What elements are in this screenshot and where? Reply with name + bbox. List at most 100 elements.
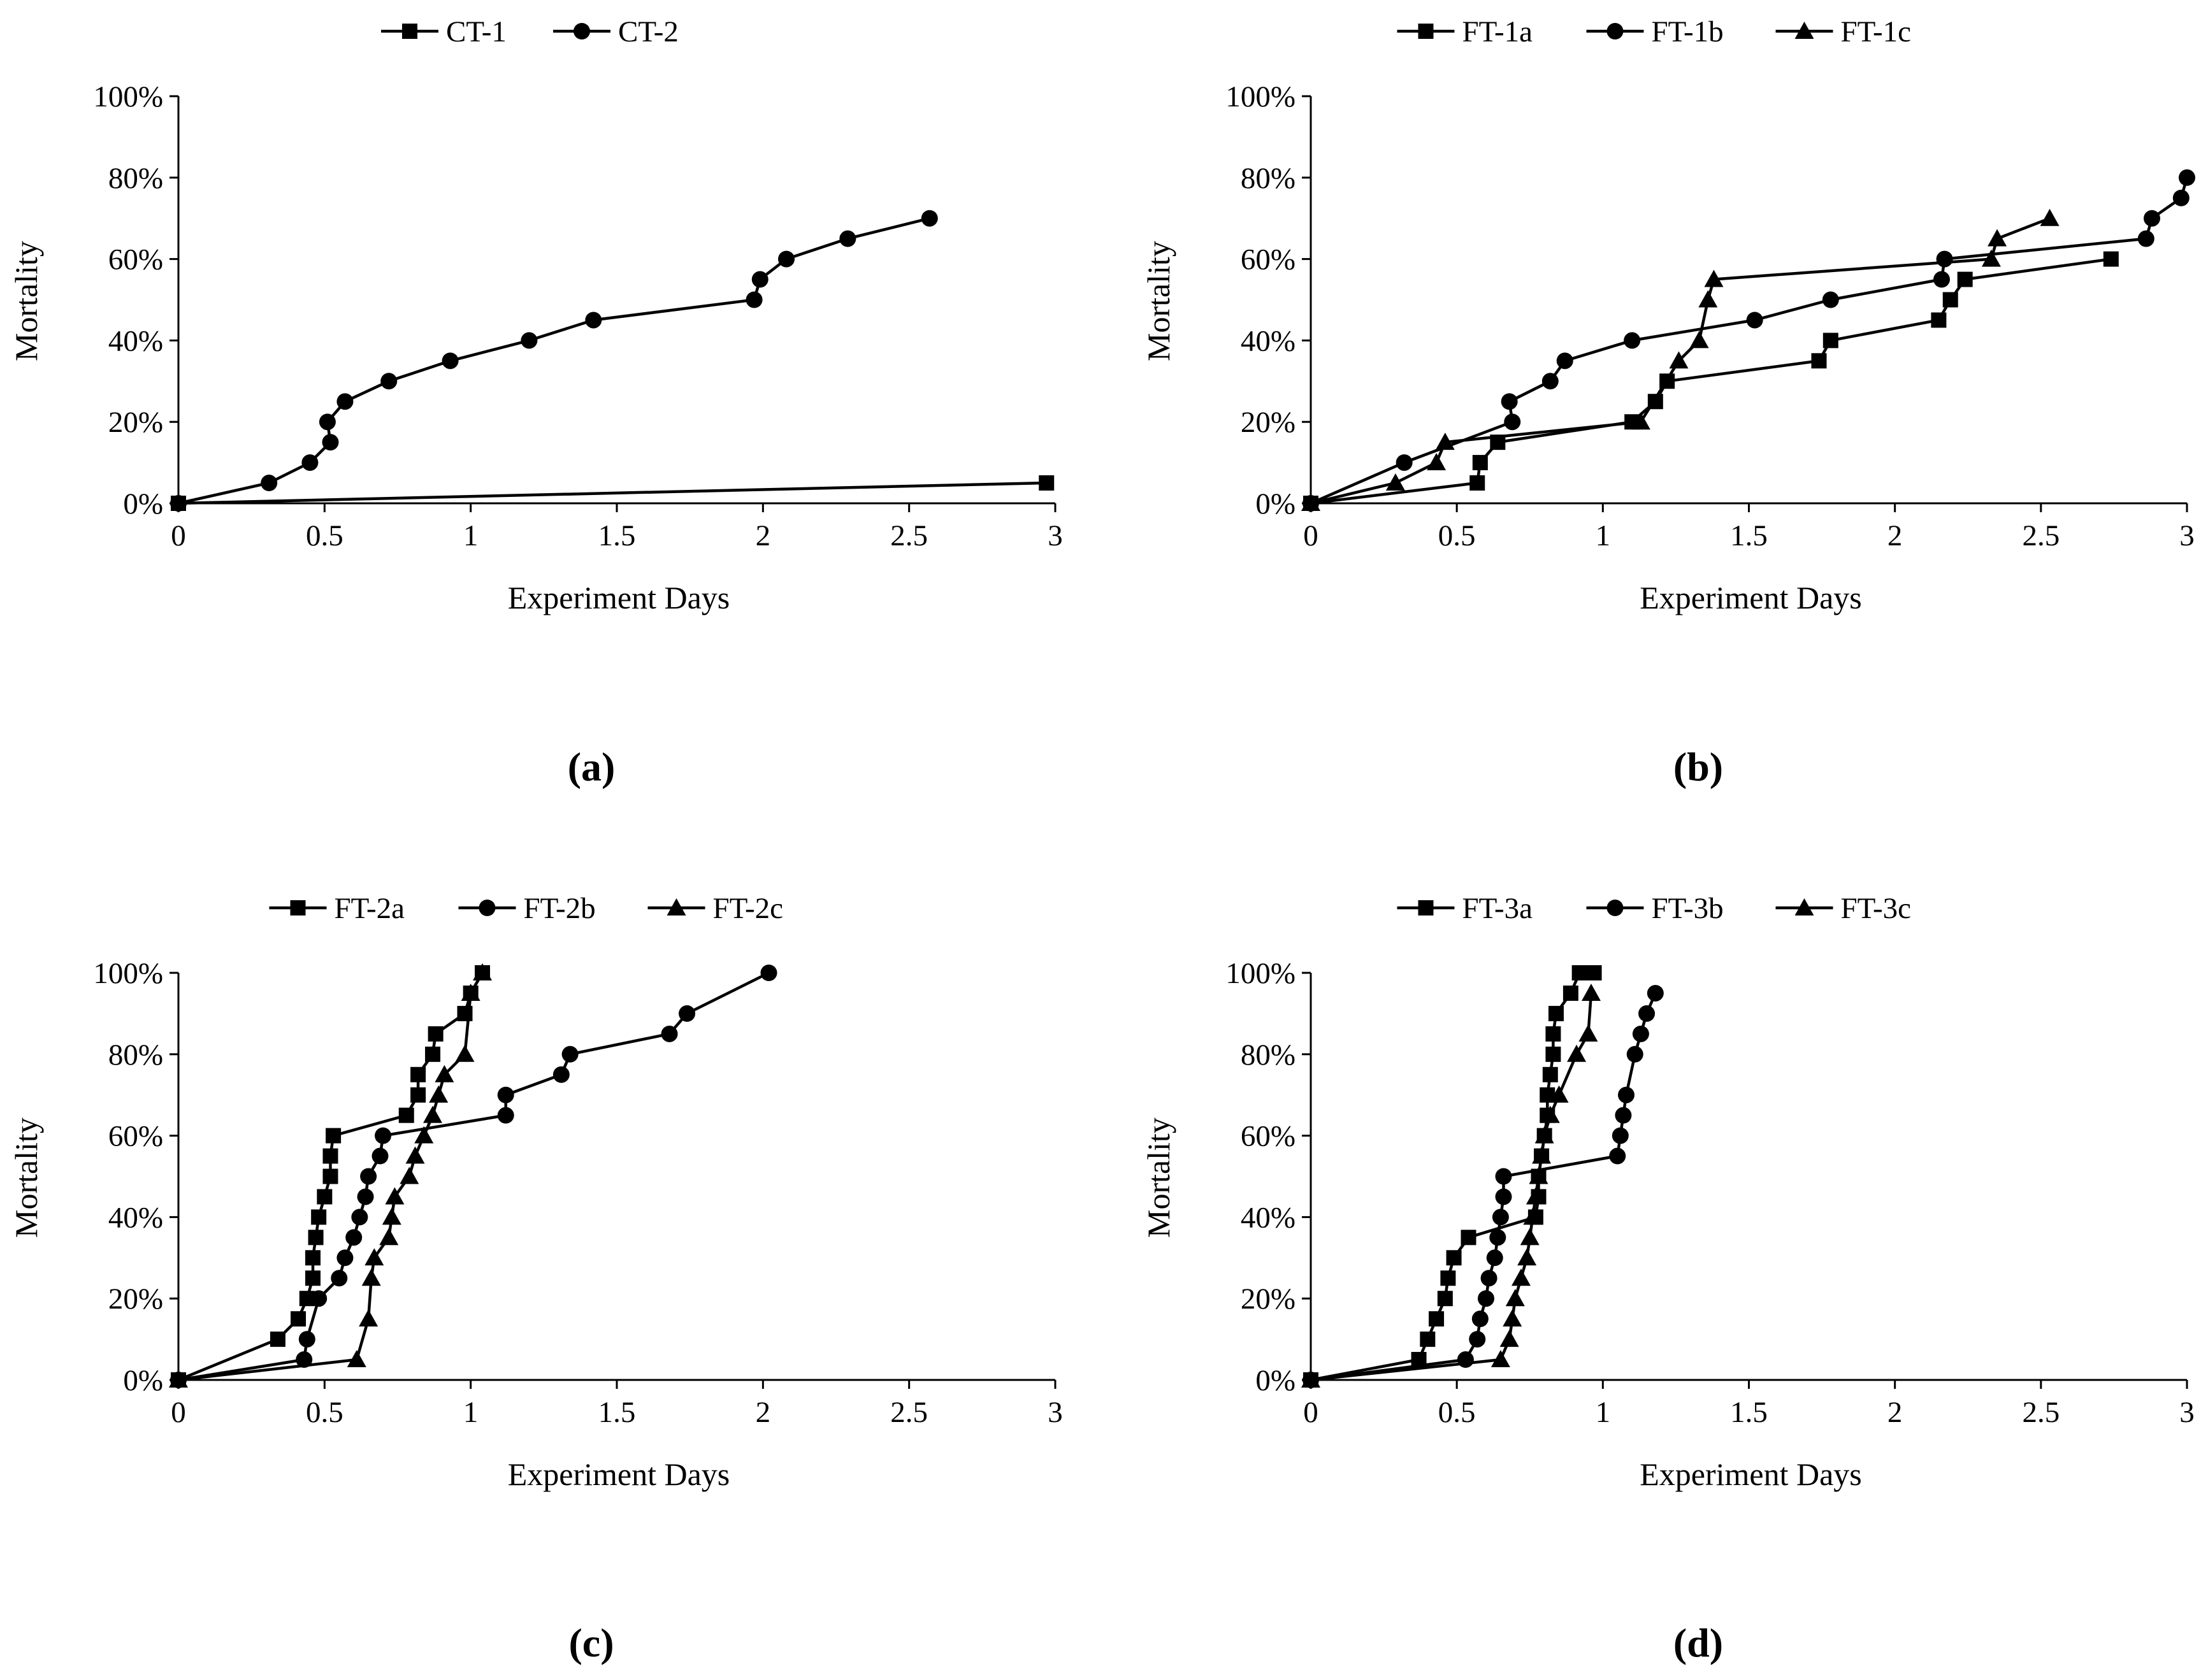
data-point (380, 373, 398, 390)
data-point (1503, 1309, 1522, 1327)
legend-item: FT-1a (1397, 15, 1533, 48)
x-axis-title: Experiment Days (508, 580, 730, 615)
data-point (1486, 1249, 1503, 1267)
legend-label: CT-1 (446, 15, 507, 48)
data-point (1567, 1044, 1587, 1062)
data-point (414, 1126, 434, 1144)
x-tick-label: 1.5 (1730, 1396, 1768, 1429)
data-point (361, 1268, 381, 1286)
data-point (347, 1350, 366, 1368)
data-point (1957, 271, 1973, 287)
data-point (1582, 983, 1601, 1001)
data-point (2144, 210, 2160, 227)
data-point (760, 965, 777, 981)
x-tick-label: 1 (463, 1396, 479, 1429)
data-point (1632, 1025, 1649, 1042)
data-point (382, 1207, 401, 1225)
data-point (561, 1045, 579, 1063)
data-point (364, 1248, 384, 1266)
series-ft-2c (169, 963, 493, 1388)
legend-label: FT-3b (1652, 892, 1724, 925)
y-tick-label: 0% (1255, 487, 1295, 521)
data-point (322, 1168, 338, 1184)
panel-caption: (c) (568, 1620, 614, 1665)
y-tick-label: 80% (108, 1038, 163, 1072)
data-point (1981, 249, 2001, 267)
data-point (751, 271, 768, 288)
data-point (326, 1128, 342, 1144)
y-tick-label: 20% (108, 406, 163, 439)
data-point (778, 250, 795, 268)
data-point (1586, 965, 1602, 980)
data-point (1609, 1147, 1626, 1165)
data-point (497, 1107, 514, 1124)
legend: FT-1a FT-1b FT-1c (1397, 15, 1912, 48)
x-tick-label: 3 (2179, 1396, 2195, 1429)
data-point (521, 332, 538, 349)
legend-item: FT-3c (1775, 892, 1911, 925)
y-tick-label: 20% (108, 1282, 163, 1316)
data-point (298, 1331, 315, 1348)
panel-d: 0% 20% 40% 60% 80% 100% 0 0.5 1 1.5 2 2.5 3 Experimen… (1141, 892, 2195, 1665)
data-point (1542, 1066, 1558, 1082)
series-ct-1 (171, 475, 1055, 511)
data-point (461, 983, 480, 1001)
legend-marker (290, 900, 306, 915)
data-point (1472, 455, 1488, 471)
data-point (359, 1309, 379, 1327)
y-tick-label: 40% (1241, 1201, 1295, 1234)
data-point (2103, 251, 2119, 267)
data-point (357, 1188, 374, 1205)
data-point (1520, 1228, 1540, 1246)
data-point (331, 1270, 348, 1287)
data-point (1385, 473, 1405, 491)
x-tick-label: 3 (2179, 519, 2195, 552)
data-point (322, 434, 339, 451)
x-axis-title: Experiment Days (1640, 1456, 1862, 1492)
x-tick-label: 0 (1303, 1396, 1318, 1429)
y-tick-label: 60% (1241, 243, 1295, 276)
y-tick-label: 40% (108, 1201, 163, 1234)
data-point (410, 1087, 426, 1103)
x-tick-label: 1.5 (598, 1396, 636, 1429)
data-point (410, 1066, 426, 1082)
data-point (1489, 1229, 1506, 1246)
data-point (1446, 1250, 1462, 1266)
data-point (497, 1086, 514, 1103)
data-point (1435, 433, 1455, 450)
legend: FT-3a FT-3b FT-3c (1397, 892, 1911, 925)
data-point (2137, 230, 2154, 247)
x-tick-label: 2 (756, 1396, 771, 1429)
legend-item: FT-3a (1397, 892, 1533, 925)
legend-marker (1794, 898, 1814, 915)
data-point (1490, 1350, 1510, 1368)
data-point (1517, 1248, 1537, 1266)
y-axis-title: Mortality (1141, 241, 1176, 361)
data-point (385, 1187, 405, 1205)
y-tick-label: 80% (1241, 162, 1295, 195)
legend-item: FT-1c (1775, 15, 1912, 48)
data-point (1478, 1290, 1494, 1307)
data-point (1746, 312, 1763, 329)
legend-label: FT-1b (1652, 15, 1724, 48)
data-point (405, 1146, 425, 1164)
legend-label: FT-1c (1841, 15, 1912, 48)
data-point (1647, 984, 1664, 1002)
data-point (1548, 1005, 1564, 1021)
legend-marker (1418, 900, 1434, 915)
data-point (1534, 1126, 1554, 1144)
y-tick-label: 0% (1255, 1364, 1295, 1397)
data-point (319, 413, 336, 431)
data-point (1615, 1107, 1632, 1124)
legend-item: FT-1b (1586, 15, 1724, 48)
data-point (360, 1168, 377, 1185)
data-point (1942, 292, 1958, 308)
legend-item: FT-3b (1586, 892, 1724, 925)
data-point (1612, 1127, 1629, 1144)
data-point (1541, 373, 1559, 390)
data-point (1624, 332, 1641, 349)
x-tick-label: 0 (171, 519, 186, 552)
x-tick-label: 3 (1048, 1396, 1063, 1429)
data-point (270, 1332, 285, 1347)
